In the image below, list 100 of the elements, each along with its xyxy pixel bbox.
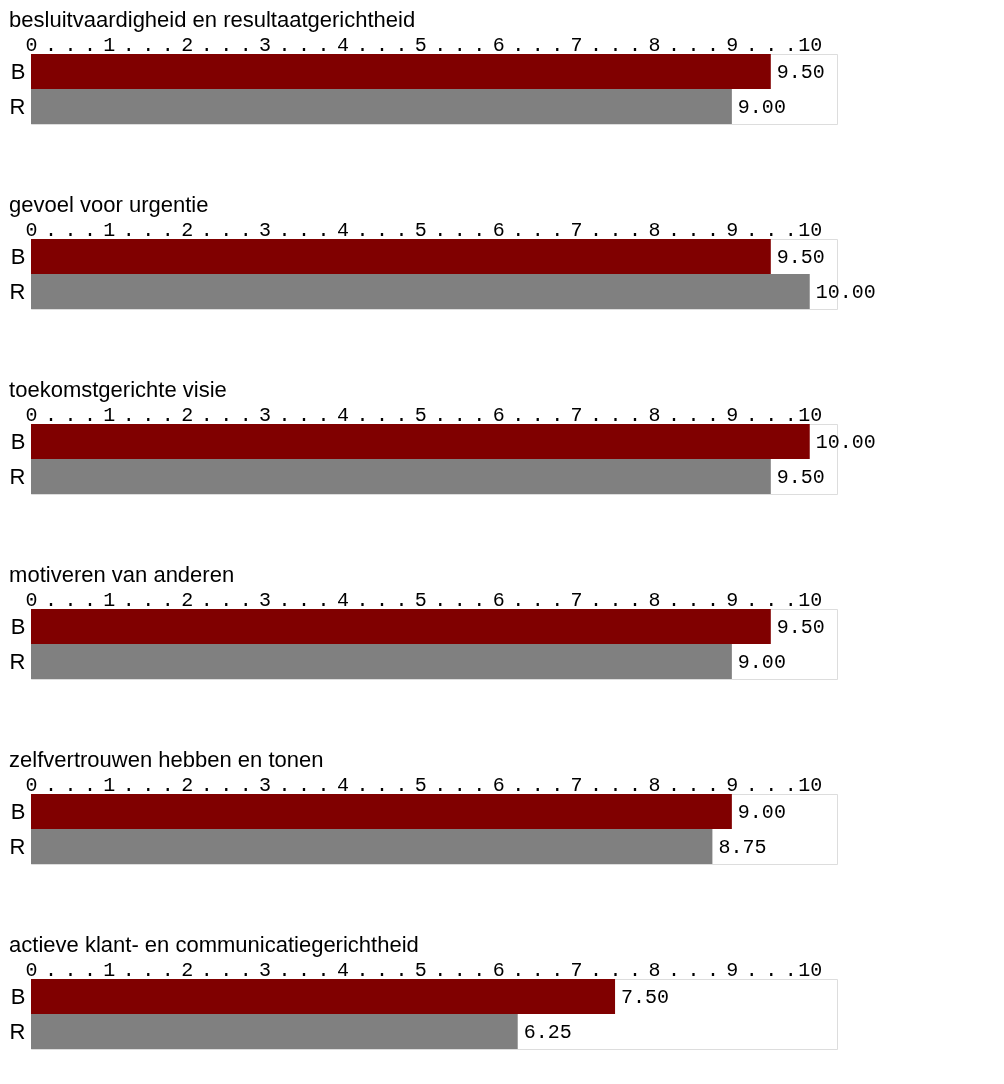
x-tick-label: .	[64, 218, 77, 242]
x-tick-label: .	[122, 218, 135, 242]
x-tick-label: .	[512, 218, 525, 242]
x-tick-label: 1	[103, 588, 116, 612]
x-tick-label: 5	[414, 403, 427, 427]
x-tick-label: 7	[570, 403, 583, 427]
x-tick-label: .	[609, 33, 622, 57]
x-tick-label: .	[687, 588, 700, 612]
x-tick-label: .	[317, 403, 330, 427]
x-tick-label: .	[200, 33, 213, 57]
x-tick-label: .	[317, 958, 330, 982]
x-tick-label: .	[317, 588, 330, 612]
data-label: 10.00	[815, 280, 876, 304]
x-tick-label: .	[44, 773, 57, 797]
x-tick-label: 4	[336, 218, 350, 242]
x-tick-label: .	[298, 588, 311, 612]
x-tick-label: .	[706, 218, 719, 242]
x-tick-label: .	[395, 958, 408, 982]
x-tick-label: .	[375, 218, 388, 242]
x-tick-label: 7	[570, 218, 583, 242]
x-tick-label: .	[609, 773, 622, 797]
x-tick-label: .	[453, 33, 466, 57]
x-tick-label: .	[239, 218, 252, 242]
x-tick-label: 8	[648, 403, 661, 427]
x-tick-label: .	[200, 958, 213, 982]
x-tick-label: .	[629, 773, 642, 797]
x-tick-label: .	[453, 773, 466, 797]
x-tick-label: 5	[414, 958, 427, 982]
x-tick-label: .	[687, 958, 700, 982]
x-tick-label: .	[512, 33, 525, 57]
x-tick-label: .	[395, 588, 408, 612]
x-tick-label: .	[687, 403, 700, 427]
x-tick-label: 8	[648, 958, 661, 982]
x-tick-label: .	[356, 33, 369, 57]
x-tick-label: .	[434, 403, 447, 427]
x-tick-label: .	[687, 218, 700, 242]
x-tick-label: 2	[181, 218, 194, 242]
x-tick-label: .	[200, 588, 213, 612]
x-tick-label: .	[551, 958, 564, 982]
x-tick-label: 0	[25, 958, 38, 982]
x-tick-label: 1	[103, 33, 116, 57]
x-tick-label: .	[317, 773, 330, 797]
x-tick-label: .	[590, 218, 603, 242]
x-tick-label: .	[142, 218, 155, 242]
chart-title: toekomstgerichte visie	[9, 377, 227, 402]
x-tick-label: 6	[492, 218, 505, 242]
x-tick-label: .	[220, 403, 233, 427]
x-tick-label: .	[122, 773, 135, 797]
x-tick-label: .	[531, 33, 544, 57]
data-label: 9.50	[776, 245, 825, 269]
x-tick-label: 4	[336, 403, 350, 427]
x-tick-label: .	[473, 588, 486, 612]
x-tick-label: .	[629, 588, 642, 612]
x-tick-label: .	[375, 588, 388, 612]
x-tick-label: .	[239, 588, 252, 612]
x-tick-label: .	[44, 958, 57, 982]
x-tick-label: .	[453, 403, 466, 427]
x-tick-label: 3	[259, 588, 272, 612]
x-tick-label: 8	[648, 218, 661, 242]
x-tick-label: .	[161, 588, 174, 612]
x-tick-label: 3	[259, 403, 272, 427]
x-tick-label: .	[667, 403, 680, 427]
x-tick-label: 4	[336, 773, 350, 797]
x-tick-label: .	[44, 588, 57, 612]
data-label: 7.50	[621, 985, 670, 1009]
x-tick-label: 3	[259, 33, 272, 57]
y-tick-label: B	[10, 428, 26, 454]
x-tick-label: .	[142, 958, 155, 982]
x-tick-label: .	[765, 218, 778, 242]
x-tick-label: 5	[414, 33, 427, 57]
x-tick-label: .	[298, 403, 311, 427]
x-tick-label: .	[745, 403, 758, 427]
x-tick-label: .	[609, 588, 622, 612]
x-tick-label: .	[629, 403, 642, 427]
x-tick-label: .	[667, 773, 680, 797]
x-tick-label: .	[765, 958, 778, 982]
x-tick-label: .	[512, 403, 525, 427]
x-tick-label: .	[784, 773, 797, 797]
x-tick-label: .	[298, 958, 311, 982]
x-tick-label: .	[200, 403, 213, 427]
x-tick-label: 1	[103, 218, 116, 242]
x-tick-label: .	[473, 218, 486, 242]
x-tick-label: .	[745, 958, 758, 982]
x-tick-label: 7	[570, 773, 583, 797]
chart-title: actieve klant- en communicatiegerichtheid	[9, 932, 419, 957]
x-tick-label: .	[590, 33, 603, 57]
x-tick-label: .	[395, 218, 408, 242]
x-tick-label: 8	[648, 588, 661, 612]
x-tick-label: .	[220, 33, 233, 57]
x-tick-label: .	[667, 33, 680, 57]
data-label: 9.50	[776, 615, 825, 639]
x-tick-label: .	[278, 773, 291, 797]
chart-title: motiveren van anderen	[9, 562, 235, 587]
x-tick-label: 6	[492, 773, 505, 797]
x-tick-label: .	[298, 33, 311, 57]
x-tick-label: .	[590, 958, 603, 982]
x-tick-label: .	[551, 33, 564, 57]
x-tick-label: .	[395, 33, 408, 57]
x-tick-label: 10	[798, 33, 823, 57]
x-tick-label: .	[220, 588, 233, 612]
